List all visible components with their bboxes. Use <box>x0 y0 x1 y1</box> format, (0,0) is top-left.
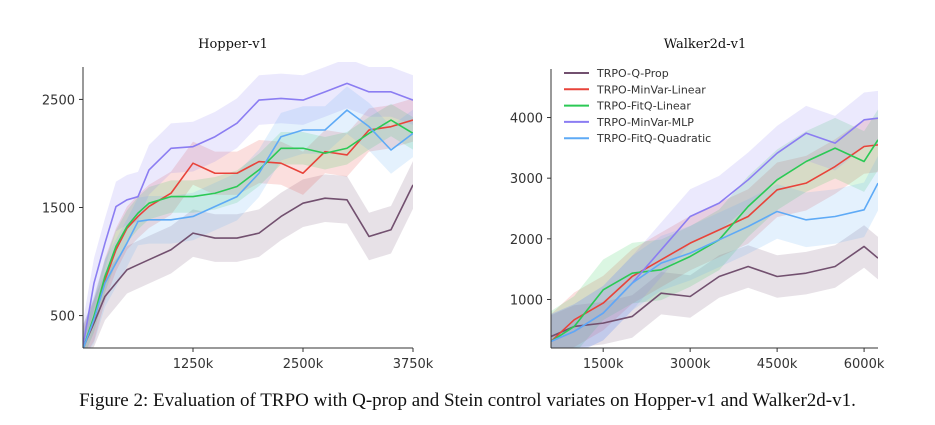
y-tick-label: 2000 <box>510 233 543 248</box>
band-trpo-q-prop <box>551 225 878 348</box>
legend: TRPO-Q-Prop TRPO-MinVar-Linear TRPO-FitQ-L… <box>564 67 711 145</box>
plot-area <box>551 90 878 348</box>
chart-title: Hopper-v1 <box>198 37 268 52</box>
chart-panel-walker2d: Walker2d-v1 1000 2000 3000 4000 1500k 3000k 450… <box>510 37 885 372</box>
band-trpo-fitq-linear <box>551 109 878 348</box>
band-trpo-fitq-linear <box>83 103 413 348</box>
line-trpo-minvar-mlp <box>83 82 413 346</box>
line-trpo-q-prop <box>551 245 878 338</box>
y-tick-label: 500 <box>50 310 75 325</box>
chart-title: Walker2d-v1 <box>664 37 747 52</box>
band-trpo-q-prop <box>83 161 413 348</box>
band-trpo-fitq-quadratic <box>83 86 413 348</box>
legend-label: TRPO-FitQ-Linear <box>596 100 691 113</box>
line-trpo-fitq-linear <box>83 119 413 348</box>
line-trpo-fitq-quadratic <box>83 109 413 348</box>
y-tick-label: 3000 <box>510 172 543 187</box>
legend-label: TRPO-Q-Prop <box>596 67 669 80</box>
figure-caption: Figure 2: Evaluation of TRPO with Q-prop… <box>79 390 856 411</box>
band-trpo-minvar-mlp <box>83 62 413 348</box>
line-trpo-q-prop <box>83 184 413 348</box>
band-trpo-minvar-linear <box>83 98 413 348</box>
line-trpo-minvar-linear <box>83 119 413 348</box>
x-tick-label: 4500k <box>757 357 798 372</box>
legend-label: TRPO-FitQ-Quadratic <box>596 132 711 145</box>
legend-label: TRPO-MinVar-MLP <box>596 116 694 129</box>
band-trpo-fitq-quadratic <box>551 155 878 348</box>
x-tick-label: 1500k <box>583 357 624 372</box>
x-tick-label: 2500k <box>283 357 324 372</box>
y-tick-label: 2500 <box>42 93 75 108</box>
x-tick-label: 3750k <box>393 357 434 372</box>
y-tick-label: 4000 <box>510 112 543 127</box>
line-trpo-fitq-quadratic <box>551 182 878 343</box>
line-trpo-minvar-linear <box>551 144 878 343</box>
plot-area <box>83 62 413 348</box>
x-tick-label: 3000k <box>670 357 711 372</box>
legend-label: TRPO-MinVar-Linear <box>596 83 706 96</box>
x-tick-label: 1250k <box>173 357 214 372</box>
y-tick-label: 1000 <box>510 293 543 308</box>
x-tick-label: 6000k <box>844 357 885 372</box>
chart-panel-hopper: Hopper-v1 500 1500 2500 1250k 2500k 3750k <box>42 37 434 372</box>
y-tick-label: 1500 <box>42 202 75 217</box>
